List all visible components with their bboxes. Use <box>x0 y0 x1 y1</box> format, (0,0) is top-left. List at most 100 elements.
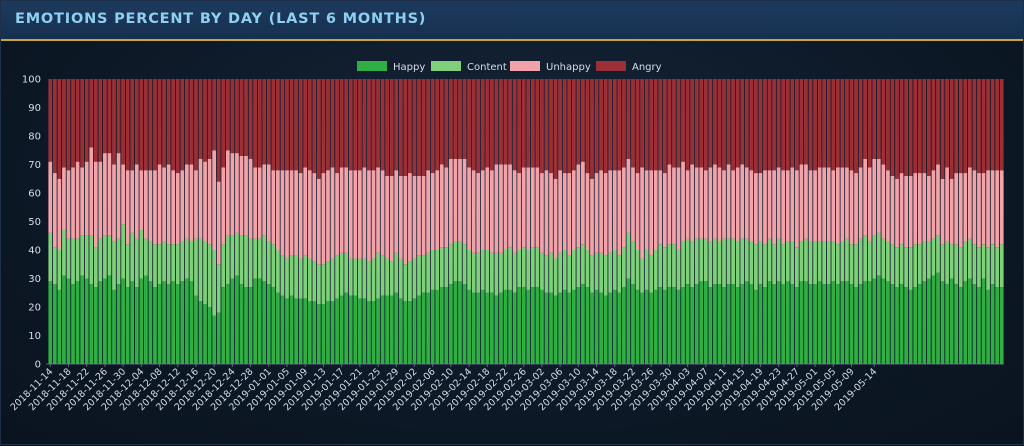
bar-content <box>790 241 795 285</box>
bar-angry <box>622 79 626 168</box>
bar-happy <box>121 278 125 364</box>
bar-content <box>57 250 62 290</box>
bar-happy <box>266 284 271 364</box>
bar-angry <box>430 79 435 174</box>
bar-unhappy <box>772 170 776 245</box>
bar-happy <box>772 284 776 364</box>
bar-happy <box>289 295 294 364</box>
bar-happy <box>653 289 658 364</box>
bar-angry <box>895 79 899 179</box>
bar-content <box>394 252 399 293</box>
bar-angry <box>280 79 285 171</box>
bar-happy <box>562 289 567 364</box>
bar-angry <box>940 79 945 179</box>
bar-angry <box>749 79 754 171</box>
bar-angry <box>858 79 863 168</box>
bar-angry <box>417 79 421 176</box>
bar-happy <box>681 287 685 364</box>
bar-content <box>776 238 781 282</box>
bar-unhappy <box>722 170 726 239</box>
bar-angry <box>389 79 394 176</box>
bar-happy <box>171 281 176 364</box>
bar-content <box>184 238 189 279</box>
bar-angry <box>845 79 849 168</box>
bar-content <box>708 241 713 288</box>
bar-unhappy <box>612 170 617 250</box>
bar-content <box>230 235 235 279</box>
bar-unhappy <box>535 167 540 248</box>
bar-unhappy <box>394 170 399 253</box>
bar-angry <box>139 79 144 171</box>
bar-angry <box>913 79 918 174</box>
bar-happy <box>157 284 162 364</box>
bar-content <box>326 261 330 302</box>
bar-angry <box>298 79 303 174</box>
bar-unhappy <box>644 170 649 250</box>
bar-angry <box>672 79 676 168</box>
bar-unhappy <box>389 175 394 262</box>
bar-content <box>266 241 271 285</box>
bar-happy <box>107 275 112 364</box>
bar-happy <box>699 281 704 364</box>
bar-unhappy <box>312 173 317 262</box>
bar-angry <box>408 79 412 174</box>
bar-content <box>476 252 481 293</box>
bar-happy <box>467 289 471 364</box>
bar-angry <box>927 79 931 176</box>
bar-angry <box>80 79 85 168</box>
bar-unhappy <box>476 173 481 253</box>
bar-angry <box>198 79 203 159</box>
bar-angry <box>517 79 522 174</box>
bar-unhappy <box>886 170 890 242</box>
y-tick-label: 100 <box>22 75 41 86</box>
bar-happy <box>740 284 745 364</box>
bar-content <box>990 244 995 285</box>
bar-angry <box>353 79 358 171</box>
bar-angry <box>380 79 385 171</box>
bar-angry <box>207 79 212 159</box>
bar-angry <box>285 79 289 171</box>
bar-angry <box>558 79 563 171</box>
bar-angry <box>121 79 125 165</box>
bar-angry <box>171 79 176 171</box>
bar-happy <box>899 284 904 364</box>
bar-angry <box>831 79 836 171</box>
bar-angry <box>48 79 53 162</box>
bar-angry <box>890 79 895 176</box>
bar-happy <box>326 301 330 364</box>
bar-angry <box>667 79 672 165</box>
bar-unhappy <box>203 161 207 242</box>
bar-content <box>781 244 786 285</box>
bar-unhappy <box>107 153 112 236</box>
bar-content <box>840 241 845 282</box>
bar-content <box>667 244 672 288</box>
bar-happy <box>535 287 540 364</box>
bar-angry <box>471 79 476 171</box>
bar-content <box>571 250 576 290</box>
bar-content <box>713 238 717 285</box>
bar-content <box>517 250 522 288</box>
bar-unhappy <box>134 164 139 239</box>
bar-angry <box>594 79 599 174</box>
bar-angry <box>899 79 904 174</box>
bar-content <box>644 250 649 290</box>
bar-happy <box>662 289 667 364</box>
bar-content <box>426 252 430 293</box>
bar-unhappy <box>66 170 71 239</box>
bar-angry <box>644 79 649 171</box>
bar-unhappy <box>653 170 658 250</box>
bar-content <box>872 235 877 279</box>
bar-happy <box>312 301 317 364</box>
bar-unhappy <box>658 170 663 245</box>
bar-content <box>995 247 1000 288</box>
bar-content <box>207 244 212 307</box>
bar-content <box>148 241 153 282</box>
bar-happy <box>922 281 927 364</box>
bar-angry <box>995 79 1000 171</box>
bar-angry <box>71 79 75 168</box>
bar-content <box>631 241 635 285</box>
bar-angry <box>708 79 713 168</box>
bar-content <box>849 244 854 285</box>
bar-content <box>75 238 80 282</box>
bar-content <box>585 250 590 288</box>
